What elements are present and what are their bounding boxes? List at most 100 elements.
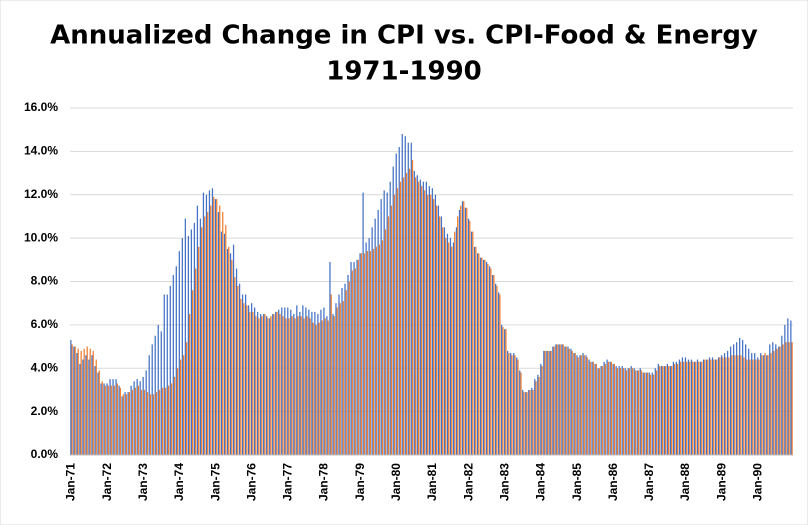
bar	[330, 294, 332, 455]
bar	[320, 309, 322, 455]
bar	[481, 257, 483, 455]
bar	[767, 355, 769, 455]
bar	[109, 379, 111, 455]
bar	[104, 385, 106, 455]
bar	[658, 366, 661, 455]
bar	[287, 307, 289, 455]
bar	[652, 374, 655, 455]
bar	[588, 359, 590, 455]
bar	[103, 383, 105, 455]
bar	[630, 366, 632, 455]
bar	[448, 242, 450, 455]
bar	[106, 383, 108, 455]
bar	[166, 294, 168, 455]
bar	[598, 368, 600, 455]
bar	[781, 335, 783, 455]
bar	[365, 242, 367, 455]
bar	[476, 253, 479, 455]
bar	[640, 370, 643, 455]
bar	[522, 389, 524, 455]
bar	[226, 248, 229, 455]
bar	[535, 381, 537, 455]
bar	[210, 205, 212, 455]
bar	[115, 379, 117, 455]
bar	[359, 253, 361, 455]
bar	[309, 318, 311, 455]
bar	[380, 199, 382, 455]
bar	[267, 318, 269, 455]
x-tick-label: Jan-79	[353, 463, 367, 501]
bar	[574, 353, 576, 455]
bar	[321, 320, 323, 455]
x-tick-label: Jan-74	[172, 463, 186, 501]
bar	[290, 309, 292, 455]
bar	[690, 359, 693, 455]
bar	[472, 231, 474, 455]
bar	[402, 177, 405, 455]
bar	[627, 368, 629, 455]
bar	[398, 147, 400, 455]
bar	[763, 355, 765, 455]
bar	[395, 153, 397, 455]
bar	[71, 344, 73, 455]
bar	[76, 353, 78, 455]
bar	[729, 346, 732, 455]
bar	[675, 361, 678, 455]
bar	[311, 311, 313, 455]
bar	[507, 350, 509, 455]
bar	[699, 361, 702, 455]
x-tick-label: Jan-78	[317, 463, 331, 501]
bar	[297, 316, 299, 455]
bar	[317, 314, 319, 455]
bar	[173, 376, 176, 455]
bar	[179, 359, 182, 455]
bar	[773, 350, 775, 455]
bar	[704, 359, 706, 455]
bar	[74, 346, 76, 455]
bar	[680, 361, 682, 455]
bar	[601, 366, 603, 455]
bar	[692, 361, 694, 455]
bar	[725, 357, 727, 455]
bar	[160, 331, 162, 455]
bar	[136, 379, 138, 455]
bar	[235, 268, 238, 455]
bar	[413, 170, 415, 456]
bar	[495, 283, 497, 455]
bar	[202, 192, 205, 456]
x-tick-label: Jan-84	[534, 463, 548, 501]
bar	[161, 387, 164, 455]
bar	[399, 181, 402, 456]
bar	[363, 253, 365, 455]
bar	[158, 389, 161, 455]
bar	[100, 383, 102, 455]
bar	[429, 194, 432, 455]
bar	[204, 216, 206, 455]
bar	[606, 359, 608, 455]
bar	[737, 355, 739, 455]
bar	[648, 372, 650, 455]
bar	[740, 355, 742, 455]
bar	[272, 314, 274, 455]
bar	[338, 294, 340, 455]
bar	[469, 220, 471, 455]
bar	[133, 381, 135, 455]
bar	[683, 361, 685, 455]
bar	[121, 396, 123, 455]
bar	[687, 359, 690, 455]
bar	[514, 355, 516, 455]
bar	[318, 322, 320, 455]
bar	[463, 201, 465, 455]
bar	[461, 201, 464, 455]
bar	[130, 385, 132, 455]
bar	[308, 309, 310, 455]
bar	[223, 233, 226, 455]
bar	[255, 316, 257, 455]
bar	[621, 366, 623, 455]
bar	[73, 346, 75, 455]
bar	[270, 316, 272, 455]
bar	[496, 285, 498, 455]
bar	[172, 274, 174, 455]
bar	[134, 387, 137, 455]
bar	[386, 192, 388, 456]
